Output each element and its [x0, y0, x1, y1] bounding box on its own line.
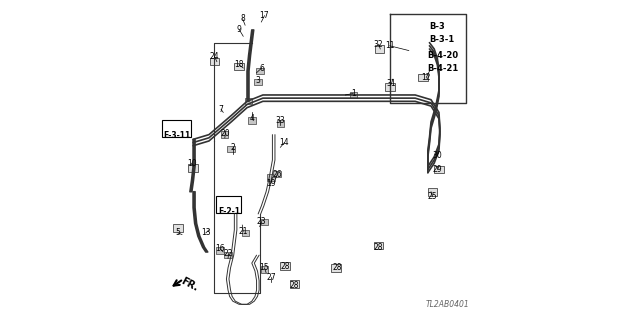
Text: 18: 18	[234, 60, 244, 69]
Text: 9: 9	[237, 25, 242, 35]
Text: TL2AB0401: TL2AB0401	[426, 300, 469, 309]
Bar	[227, 146, 235, 152]
Bar	[290, 280, 300, 288]
Text: FR.: FR.	[179, 276, 200, 293]
Bar	[234, 63, 244, 70]
Bar	[248, 117, 255, 124]
Bar	[210, 58, 220, 66]
Bar	[260, 219, 268, 225]
Text: 25: 25	[428, 192, 437, 201]
Text: 33: 33	[275, 116, 285, 125]
Text: B-4-20: B-4-20	[427, 51, 458, 60]
Bar	[419, 74, 428, 81]
Text: 1: 1	[351, 89, 356, 98]
Bar	[216, 247, 224, 253]
Bar	[428, 188, 437, 196]
Text: 23: 23	[257, 217, 266, 226]
Bar	[256, 68, 264, 74]
Text: 7: 7	[219, 105, 223, 114]
Bar	[245, 98, 252, 105]
Text: 6: 6	[259, 63, 264, 73]
Text: E-2-1: E-2-1	[218, 207, 240, 216]
Text: 14: 14	[280, 138, 289, 147]
Bar	[254, 79, 262, 85]
Text: E-3-11: E-3-11	[163, 131, 190, 140]
Text: 28: 28	[280, 262, 290, 271]
Text: 10: 10	[187, 159, 196, 168]
Bar	[267, 174, 275, 180]
Bar	[375, 45, 385, 53]
Text: 28: 28	[374, 243, 383, 252]
Text: 16: 16	[215, 244, 225, 253]
Text: 3: 3	[256, 76, 260, 85]
Text: 29: 29	[433, 165, 442, 174]
Bar	[385, 83, 394, 91]
Text: 12: 12	[422, 73, 431, 82]
Text: B-3-1: B-3-1	[429, 35, 454, 44]
Text: B-4-21: B-4-21	[427, 63, 458, 73]
Text: 26: 26	[273, 170, 282, 179]
Bar	[188, 164, 198, 172]
Text: 4: 4	[250, 114, 254, 123]
FancyBboxPatch shape	[216, 196, 241, 213]
Text: 17: 17	[260, 11, 269, 20]
Bar	[374, 242, 383, 250]
Bar	[260, 266, 268, 273]
Text: 30: 30	[433, 151, 442, 160]
FancyBboxPatch shape	[163, 120, 191, 137]
Bar	[276, 120, 284, 127]
Bar	[273, 171, 281, 178]
Text: 24: 24	[210, 52, 220, 61]
Text: 15: 15	[260, 263, 269, 272]
Text: 13: 13	[201, 228, 211, 237]
Text: 20: 20	[221, 129, 230, 138]
Bar	[434, 166, 444, 173]
Text: 11: 11	[385, 41, 394, 50]
Text: 27: 27	[266, 273, 276, 282]
Text: 22: 22	[224, 249, 234, 258]
Bar	[242, 230, 249, 236]
Text: 21: 21	[239, 227, 248, 236]
Bar	[221, 132, 228, 138]
Text: 19: 19	[266, 179, 276, 188]
Text: 28: 28	[333, 263, 342, 272]
Text: 2: 2	[230, 143, 235, 152]
Text: 8: 8	[240, 14, 245, 23]
Bar	[349, 92, 357, 98]
Text: 31: 31	[387, 79, 396, 88]
Text: 28: 28	[290, 281, 300, 290]
Bar	[331, 264, 340, 272]
Bar	[280, 262, 290, 270]
Bar	[224, 252, 232, 258]
Text: 5: 5	[175, 228, 180, 237]
Bar	[173, 224, 182, 232]
Text: B-3: B-3	[429, 22, 445, 31]
Text: 32: 32	[374, 40, 383, 49]
